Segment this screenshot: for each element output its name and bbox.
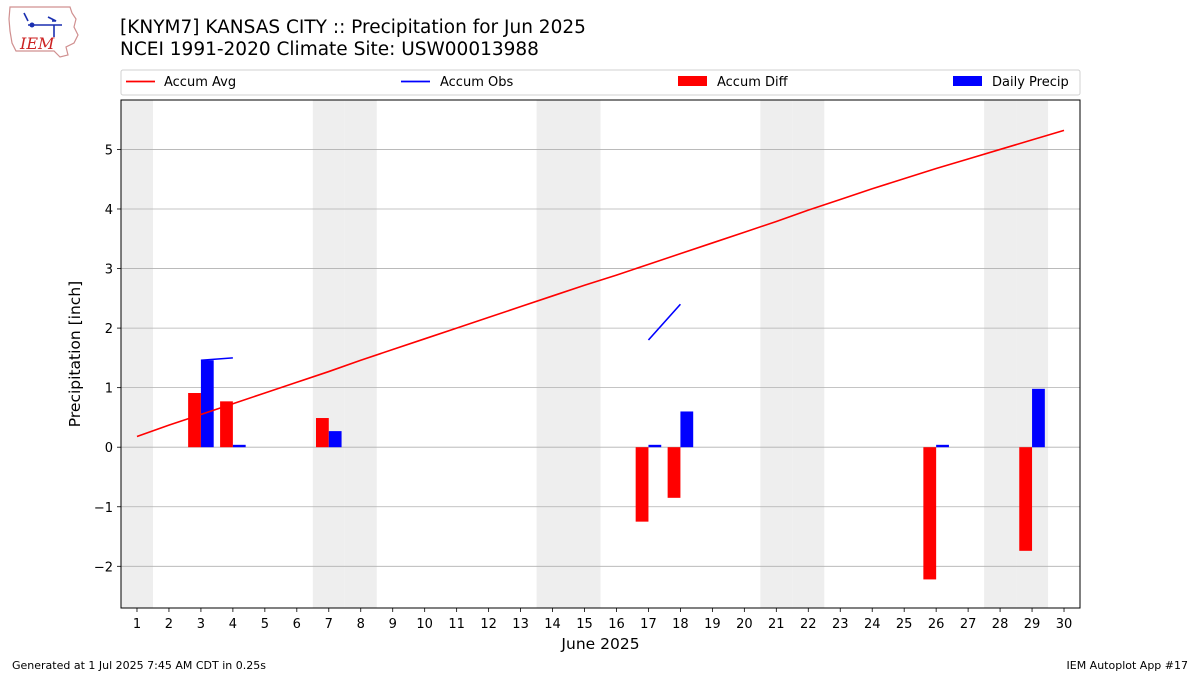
x-tick-label: 25 xyxy=(896,617,913,632)
x-tick-label: 16 xyxy=(608,617,625,632)
x-tick-label: 26 xyxy=(928,617,945,632)
x-tick-label: 6 xyxy=(293,617,301,632)
daily-precip-bar xyxy=(232,444,246,448)
x-tick-label: 10 xyxy=(416,617,433,632)
y-tick-label: 3 xyxy=(105,263,113,278)
accum-obs-line xyxy=(647,303,682,341)
iem-logo: IEM xyxy=(8,6,79,58)
legend-swatch xyxy=(953,76,982,86)
y-tick-label: 5 xyxy=(105,143,113,158)
accum-diff-bar xyxy=(220,401,233,448)
x-tick-label: 29 xyxy=(1024,617,1041,632)
x-tick-label: 5 xyxy=(261,617,269,632)
legend-swatch xyxy=(678,76,707,86)
y-tick-label: −1 xyxy=(94,501,113,516)
x-tick-label: 28 xyxy=(992,617,1009,632)
x-tick-label: 17 xyxy=(640,617,657,632)
daily-precip-bar xyxy=(648,444,662,448)
x-tick-label: 9 xyxy=(389,617,397,632)
accum-diff-bar xyxy=(188,393,201,448)
x-tick-label: 7 xyxy=(325,617,333,632)
x-tick-label: 14 xyxy=(544,617,561,632)
legend-label: Accum Avg xyxy=(164,75,236,90)
daily-precip-bar xyxy=(1032,388,1045,448)
accum-diff-bar xyxy=(635,447,649,522)
weekend-shade xyxy=(984,100,1017,608)
x-tick-label: 12 xyxy=(480,617,497,632)
x-tick-label: 30 xyxy=(1056,617,1073,632)
weekend-shade xyxy=(568,100,601,608)
weekend-shade xyxy=(792,100,825,608)
weekend-shade xyxy=(344,100,377,608)
y-axis-label: Precipitation [inch] xyxy=(66,281,84,427)
legend-label: Accum Obs xyxy=(440,75,513,90)
plot-frame xyxy=(120,99,1081,609)
x-tick-label: 2 xyxy=(165,617,173,632)
x-tick-label: 11 xyxy=(448,617,465,632)
y-tick-label: −2 xyxy=(94,560,113,575)
accum-diff-bar xyxy=(315,418,329,448)
x-tick-label: 13 xyxy=(512,617,529,632)
y-tick-label: 2 xyxy=(105,322,113,337)
accum-avg-line xyxy=(136,129,1065,438)
chart-title-block: [KNYM7] KANSAS CITY :: Precipitation for… xyxy=(120,17,586,61)
accum-diff-bar xyxy=(1019,447,1033,551)
x-tick-label: 8 xyxy=(357,617,365,632)
x-tick-label: 15 xyxy=(576,617,593,632)
x-tick-label: 19 xyxy=(704,617,721,632)
chart-title: [KNYM7] KANSAS CITY :: Precipitation for… xyxy=(120,17,586,38)
generated-timestamp: Generated at 1 Jul 2025 7:45 AM CDT in 0… xyxy=(12,659,266,672)
x-tick-label: 4 xyxy=(229,617,237,632)
legend-label: Accum Diff xyxy=(717,75,789,90)
legend-box xyxy=(120,69,1081,96)
y-tick-label: 1 xyxy=(105,382,113,397)
autoplot-app-label: IEM Autoplot App #17 xyxy=(1066,659,1189,672)
x-tick-label: 22 xyxy=(800,617,817,632)
weekend-shade xyxy=(536,100,569,608)
daily-precip-bar xyxy=(936,444,949,448)
daily-precip-bar xyxy=(200,360,214,448)
x-tick-label: 27 xyxy=(960,617,977,632)
legend-label: Daily Precip xyxy=(992,75,1069,90)
weekend-shade xyxy=(312,100,345,608)
y-tick-label: 0 xyxy=(105,441,113,456)
x-tick-label: 24 xyxy=(864,617,881,632)
x-tick-label: 23 xyxy=(832,617,849,632)
accum-obs-line xyxy=(200,357,233,362)
x-axis-label: June 2025 xyxy=(560,635,639,653)
x-tick-label: 1 xyxy=(133,617,141,632)
daily-precip-bar xyxy=(680,411,694,448)
logo-text: IEM xyxy=(19,34,55,53)
x-tick-label: 20 xyxy=(736,617,753,632)
daily-precip-bar xyxy=(328,431,342,448)
weekend-shade xyxy=(121,100,153,608)
y-tick-label: 4 xyxy=(105,203,113,218)
accum-diff-bar xyxy=(923,447,937,580)
x-tick-label: 3 xyxy=(197,617,205,632)
accum-diff-bar xyxy=(667,447,681,498)
x-tick-label: 21 xyxy=(768,617,785,632)
weekend-shade xyxy=(760,100,793,608)
x-tick-label: 18 xyxy=(672,617,689,632)
chart-subtitle: NCEI 1991-2020 Climate Site: USW00013988 xyxy=(120,39,539,60)
